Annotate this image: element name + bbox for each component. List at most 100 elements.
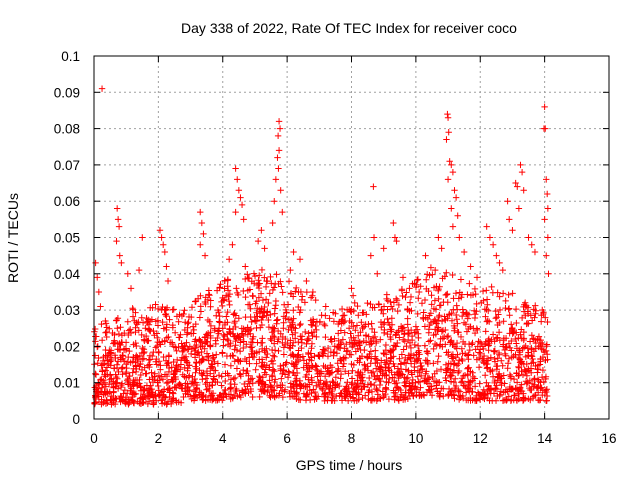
data-point [463, 309, 470, 316]
data-point [159, 303, 166, 311]
data-point [444, 332, 452, 340]
data-point [531, 381, 538, 388]
data-point [412, 358, 420, 365]
data-point [476, 346, 484, 353]
data-point [195, 351, 203, 359]
data-point [161, 248, 169, 256]
data-point [471, 314, 479, 322]
data-point [377, 377, 384, 385]
data-point [421, 323, 429, 330]
data-point [370, 183, 377, 190]
data-point [181, 364, 188, 371]
data-point [451, 386, 459, 394]
data-point [374, 270, 381, 277]
data-point [101, 379, 108, 386]
data-point [110, 365, 118, 372]
data-point [524, 379, 531, 386]
data-point [405, 336, 412, 344]
data-point [266, 290, 273, 297]
data-point [203, 386, 210, 393]
data-point [108, 375, 115, 382]
data-point [221, 386, 229, 394]
data-point [218, 373, 225, 380]
data-point [242, 313, 249, 321]
data-point [338, 320, 345, 327]
data-point [225, 328, 233, 336]
data-point [119, 351, 126, 359]
data-point [524, 310, 532, 317]
data-point [486, 234, 494, 241]
data-point [276, 125, 284, 132]
data-point [224, 335, 231, 343]
data-point [366, 374, 373, 382]
data-point [531, 248, 539, 256]
data-point [320, 350, 327, 357]
data-point [255, 348, 263, 355]
data-point [432, 306, 440, 313]
data-point [381, 319, 388, 326]
data-point [114, 375, 121, 382]
data-point [354, 302, 361, 310]
data-point [163, 304, 171, 312]
data-point [262, 296, 270, 303]
data-point [182, 380, 189, 387]
data-point [261, 387, 268, 395]
data-point [534, 369, 541, 376]
data-point [151, 373, 158, 380]
data-point [202, 300, 209, 308]
data-point [301, 382, 309, 390]
data-point [466, 379, 473, 386]
data-point [395, 395, 402, 403]
data-point [414, 342, 422, 349]
x-tick-label: 6 [283, 431, 291, 446]
data-point [197, 241, 204, 248]
data-point [371, 373, 378, 380]
data-point [348, 381, 355, 388]
data-point [491, 379, 498, 387]
data-point [138, 366, 146, 374]
data-point [481, 372, 489, 379]
data-point [473, 274, 481, 281]
data-point [140, 355, 147, 362]
data-point [144, 318, 151, 325]
data-point [377, 336, 384, 343]
data-point [191, 338, 198, 345]
data-point [389, 374, 396, 381]
data-point [393, 379, 400, 387]
data-point [279, 333, 286, 341]
data-point [380, 392, 388, 400]
data-point [91, 352, 99, 359]
data-point [452, 353, 460, 361]
data-point [436, 379, 443, 386]
data-point [265, 299, 272, 307]
data-point [309, 288, 317, 296]
data-point [491, 355, 498, 363]
data-point [274, 316, 281, 323]
data-point [165, 352, 173, 359]
data-point [266, 392, 273, 399]
data-point [173, 362, 180, 369]
data-point [448, 161, 455, 169]
data-point [436, 312, 443, 319]
data-point [252, 366, 259, 373]
data-point [349, 367, 356, 374]
data-point [407, 293, 415, 301]
data-point [248, 278, 255, 285]
data-point [208, 363, 215, 370]
data-point [406, 382, 413, 390]
data-point [440, 298, 447, 306]
data-point [136, 376, 143, 384]
data-point [483, 296, 491, 303]
data-point [303, 340, 310, 348]
data-point [191, 351, 199, 358]
data-point [275, 392, 283, 399]
data-point [113, 205, 121, 212]
data-point [430, 345, 437, 353]
data-point [172, 367, 179, 375]
data-point [149, 304, 156, 312]
data-point [121, 386, 129, 394]
data-point [268, 373, 276, 380]
data-point [543, 252, 550, 259]
data-point [154, 322, 162, 329]
